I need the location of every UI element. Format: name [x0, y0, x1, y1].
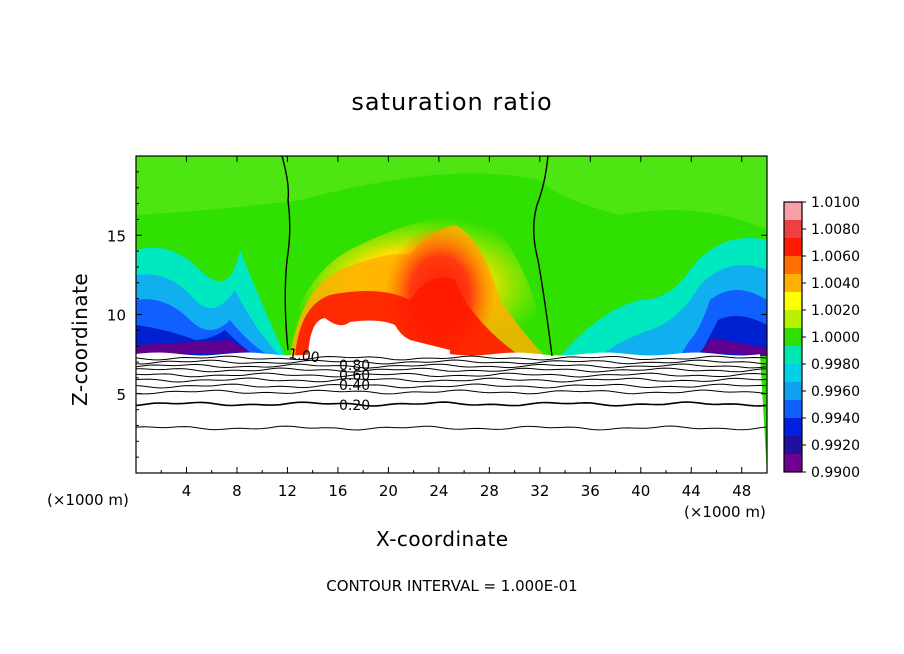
colorbar-label: 1.0000 [811, 330, 860, 346]
contour-line [136, 383, 767, 389]
chart-title: saturation ratio [351, 88, 553, 116]
x-tick-label: 20 [379, 482, 398, 500]
contour-line-1-00-right [533, 156, 553, 357]
contour-line [136, 377, 767, 383]
colorbar-swatch [784, 418, 802, 437]
colorbar-swatch [784, 292, 802, 311]
contour-label-5: 0.20 [339, 398, 370, 414]
colorbar: 1.0100 1.0080 1.0060 1.0040 1.0020 1.0000 0.99… [783, 195, 860, 481]
colorbar-swatch [784, 328, 802, 347]
field-lower-unsaturated [136, 352, 767, 473]
field-saturated-patch [308, 318, 450, 356]
colorbar-label: 1.0100 [811, 195, 860, 211]
colorbar-label: 1.0080 [811, 222, 860, 238]
colorbar-label: 1.0060 [811, 249, 860, 265]
colorbar-swatch [784, 274, 802, 293]
colorbar-swatch [784, 364, 802, 383]
colorbar-swatch [784, 220, 802, 239]
field-left-purple [136, 340, 250, 356]
x-tick-label: 28 [480, 482, 499, 500]
contour-label-2: 0.80 [339, 358, 370, 374]
colorbar-swatch [784, 382, 802, 401]
contour-interval-note: CONTOUR INTERVAL = 1.000E-01 [326, 577, 578, 595]
y-axis-unit: (×1000 m) [47, 491, 129, 509]
contour-line [136, 355, 767, 361]
colorbar-label: 0.9960 [811, 384, 860, 400]
x-tick-label: 24 [429, 482, 448, 500]
y-tick-label: 5 [116, 386, 126, 404]
colorbar-label: 0.9900 [811, 465, 860, 481]
contour-label-1: 1.00 [287, 346, 320, 366]
contour-line [136, 367, 767, 373]
colorbar-swatch [784, 346, 802, 365]
x-tick-label: 8 [232, 482, 242, 500]
colorbar-swatch [784, 256, 802, 275]
colorbar-label: 1.0020 [811, 303, 860, 319]
y-tick-label: 10 [107, 307, 126, 325]
colorbar-swatch [784, 238, 802, 257]
contour-label-3: 0.60 [339, 368, 370, 384]
x-axis-unit: (×1000 m) [684, 503, 766, 521]
field-right-purple [700, 338, 767, 356]
colorbar-swatch [784, 202, 802, 221]
contour-line [136, 363, 767, 369]
x-tick-label: 48 [732, 482, 751, 500]
contour-line-1-00-left [281, 156, 291, 351]
colorbar-label: 0.9920 [811, 438, 860, 454]
x-tick-label: 36 [581, 482, 600, 500]
x-axis-label: X-coordinate [376, 527, 509, 551]
field-upper-band [136, 156, 767, 230]
colorbar-swatch [784, 454, 802, 473]
contour-line [136, 425, 767, 431]
contour-line [136, 372, 767, 378]
contour-label-4: 0.40 [339, 378, 370, 394]
x-tick-label: 12 [278, 482, 297, 500]
colorbar-label: 0.9980 [811, 357, 860, 373]
x-tick-label: 32 [530, 482, 549, 500]
contour-line [136, 359, 767, 365]
x-tick-label: 40 [631, 482, 650, 500]
colorbar-swatch [784, 436, 802, 455]
colorbar-swatch [784, 310, 802, 329]
x-tick-label: 44 [682, 482, 701, 500]
contour-line [136, 401, 767, 407]
colorbar-label: 1.0040 [811, 276, 860, 292]
y-axis-label: Z-coordinate [68, 272, 92, 406]
contour-lines-lower [136, 355, 767, 431]
colorbar-swatch [784, 400, 802, 419]
colorbar-label: 0.9940 [811, 411, 860, 427]
contour-line [136, 389, 767, 395]
x-tick-label: 4 [182, 482, 192, 500]
x-tick-label: 16 [328, 482, 347, 500]
contour-labels: 1.00 0.80 0.60 0.40 0.20 [287, 346, 370, 414]
y-tick-label: 15 [107, 227, 126, 245]
